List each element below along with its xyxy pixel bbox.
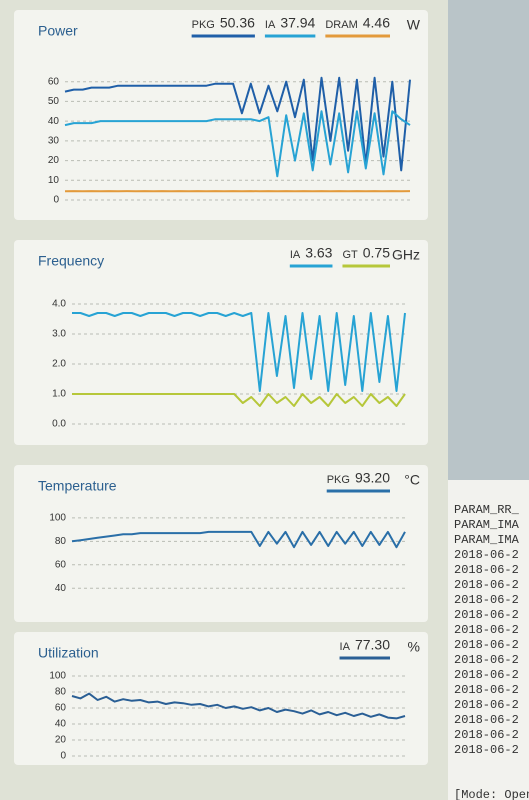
chart-title: Temperature bbox=[38, 478, 117, 494]
legend-name: IA bbox=[340, 641, 351, 653]
legend-value: 50.36 bbox=[220, 15, 255, 31]
panel bbox=[14, 465, 428, 622]
terminal-line: PARAM_IMA bbox=[454, 518, 520, 532]
y-tick-label: 20 bbox=[48, 155, 60, 166]
terminal-line: PARAM_IMA bbox=[454, 533, 520, 547]
terminal-line: [Mode: Open bbox=[454, 788, 529, 800]
legend-name: IA bbox=[290, 249, 301, 261]
y-tick-label: 40 bbox=[55, 719, 67, 730]
y-tick-label: 40 bbox=[55, 583, 67, 594]
series-line bbox=[71, 692, 406, 720]
chart-title: Utilization bbox=[38, 645, 99, 661]
y-tick-label: 60 bbox=[55, 703, 67, 714]
y-tick-label: 10 bbox=[48, 175, 60, 186]
y-tick-label: 60 bbox=[55, 559, 67, 570]
legend-name: PKG bbox=[192, 19, 215, 31]
y-tick-label: 80 bbox=[55, 687, 67, 698]
terminal-line: 2018-06-2 bbox=[454, 683, 519, 697]
chart-title: Power bbox=[38, 23, 78, 39]
terminal-line: 2018-06-2 bbox=[454, 563, 519, 577]
y-tick-label: 80 bbox=[55, 536, 67, 547]
terminal-line: 2018-06-2 bbox=[454, 608, 519, 622]
legend-value: 0.75 bbox=[363, 245, 390, 261]
terminal-line: 2018-06-2 bbox=[454, 638, 519, 652]
panel bbox=[14, 632, 428, 765]
terminal-line: PARAM_RR_ bbox=[454, 503, 520, 517]
series-line bbox=[64, 76, 411, 172]
y-tick-label: 0.0 bbox=[52, 419, 66, 430]
panel bbox=[14, 240, 428, 445]
terminal-line: 2018-06-2 bbox=[454, 623, 519, 637]
legend-name: DRAM bbox=[325, 19, 357, 31]
y-tick-label: 4.0 bbox=[52, 299, 66, 310]
panel bbox=[14, 10, 428, 220]
legend-name: IA bbox=[265, 19, 276, 31]
series-line bbox=[72, 312, 406, 392]
terminal-text: PARAM_RR_PARAM_IMAPARAM_IMA2018-06-22018… bbox=[454, 503, 529, 800]
terminal bbox=[448, 480, 529, 800]
y-tick-label: 30 bbox=[48, 135, 60, 146]
legend-value: 93.20 bbox=[355, 470, 390, 486]
background-window bbox=[448, 0, 529, 480]
y-tick-label: 50 bbox=[48, 96, 60, 107]
series-line bbox=[72, 393, 406, 407]
legend-value: 37.94 bbox=[280, 15, 315, 31]
y-tick-label: 100 bbox=[49, 671, 66, 682]
y-tick-label: 3.0 bbox=[52, 329, 66, 340]
legend-name: PKG bbox=[327, 474, 350, 486]
terminal-line: 2018-06-2 bbox=[454, 653, 519, 667]
unit: GHz bbox=[392, 247, 420, 263]
terminal-line: 2018-06-2 bbox=[454, 593, 519, 607]
series-line bbox=[64, 110, 411, 178]
unit: % bbox=[408, 639, 420, 655]
unit: °C bbox=[404, 472, 420, 488]
y-tick-label: 40 bbox=[48, 116, 60, 127]
legend-value: 4.46 bbox=[363, 15, 390, 31]
y-tick-label: 0 bbox=[53, 195, 59, 206]
y-tick-label: 20 bbox=[55, 735, 67, 746]
y-tick-label: 60 bbox=[48, 76, 60, 87]
series-line bbox=[71, 530, 406, 549]
terminal-line: 2018-06-2 bbox=[454, 668, 519, 682]
terminal-line: 2018-06-2 bbox=[454, 578, 519, 592]
terminal-line: 2018-06-2 bbox=[454, 548, 519, 562]
terminal-line: 2018-06-2 bbox=[454, 713, 519, 727]
chart-title: Frequency bbox=[38, 253, 104, 269]
terminal-line: 2018-06-2 bbox=[454, 728, 519, 742]
unit: W bbox=[407, 17, 421, 33]
legend-value: 3.63 bbox=[305, 245, 332, 261]
y-tick-label: 2.0 bbox=[52, 359, 66, 370]
y-tick-label: 0 bbox=[60, 751, 66, 762]
legend-name: GT bbox=[342, 249, 358, 261]
y-tick-label: 1.0 bbox=[52, 389, 66, 400]
terminal-line: 2018-06-2 bbox=[454, 698, 519, 712]
legend-value: 77.30 bbox=[355, 637, 390, 653]
y-tick-label: 100 bbox=[49, 513, 66, 524]
terminal-line: 2018-06-2 bbox=[454, 743, 519, 757]
charts: Power W 4.46 DRAM 37.94 IA 50.36 PKG 0 10 20 30 40 50… bbox=[14, 10, 428, 765]
